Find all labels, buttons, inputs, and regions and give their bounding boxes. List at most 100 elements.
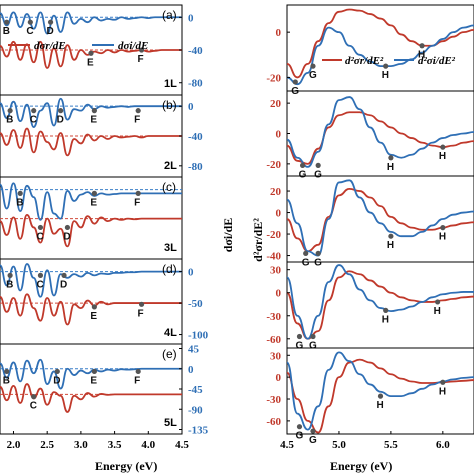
marker-dot [31, 108, 37, 114]
marker-label: C [36, 279, 43, 290]
x-tick-label: 4.5 [175, 439, 189, 451]
marker-label: B [3, 26, 10, 37]
marker-label: G [302, 257, 310, 268]
panels: B C D E F (a) 1L 0 -40 -80 B C D E F (b) 2L 0 -40 -80 B C D E F (… [0, 4, 474, 451]
y-tick-label: -60 [266, 334, 281, 346]
marker-dot [383, 307, 389, 313]
marker-dot [135, 368, 141, 375]
marker-dot [47, 19, 54, 25]
series-line-blue [0, 97, 182, 128]
marker-label: B [3, 375, 10, 386]
y-tick-label: 20 [270, 186, 282, 198]
marker-dot [4, 368, 10, 375]
series-line-blue [286, 179, 474, 257]
x-tick-label: 6.0 [436, 439, 450, 451]
marker-dot [54, 368, 60, 375]
left-y-axis-label: dσi/dE [221, 218, 235, 253]
marker-label: D [63, 231, 70, 242]
marker-dot [4, 19, 10, 25]
marker-label: H [377, 400, 384, 411]
marker-label: E [90, 115, 97, 126]
marker-dot [292, 79, 298, 85]
y-tick-label: -40 [188, 45, 203, 57]
panel-3: B C D E F (d) 4L 0 -50 -100 [0, 258, 209, 345]
marker-dot [7, 108, 13, 114]
marker-dot [64, 224, 71, 231]
marker-dot [440, 225, 446, 231]
y-tick-label: 0 [188, 364, 194, 376]
marker-dot [377, 393, 384, 399]
panel-letter: (c) [162, 180, 176, 194]
series-line-red [0, 383, 182, 413]
series-line-red [286, 8, 474, 79]
marker-dot [88, 50, 94, 56]
series-line-red [0, 213, 182, 248]
x-tick-label: 5.5 [384, 439, 398, 451]
layer-label: 5L [164, 417, 177, 429]
marker-dot [419, 43, 425, 49]
series-line-blue [0, 358, 182, 390]
y-tick-label: 30 [270, 265, 282, 277]
marker-label: C [36, 231, 43, 242]
y-tick-label: -40 [266, 251, 281, 263]
marker-dot [91, 108, 97, 114]
marker-label: E [90, 197, 97, 208]
marker-dot [315, 250, 321, 256]
marker-dot [135, 190, 141, 196]
marker-dot [388, 155, 394, 161]
x-tick-label: 3.0 [74, 439, 88, 451]
right-x-axis-label: Energy (eV) [330, 459, 392, 473]
marker-label: C [26, 26, 33, 37]
marker-label: E [90, 375, 97, 386]
series-line-blue [0, 263, 182, 298]
y-tick-label: -20 [266, 159, 281, 171]
panel-letter: (b) [162, 98, 177, 112]
y-tick-label: -135 [188, 425, 209, 437]
panel-5: GG HH0-20 [266, 4, 474, 97]
panel-letter: (a) [162, 8, 177, 22]
x-tick-label: 2.5 [40, 439, 54, 451]
y-tick-label: -100 [188, 330, 209, 342]
y-tick-label: 30 [270, 350, 282, 362]
layer-label: 2L [164, 160, 177, 172]
marker-label: H [382, 70, 389, 81]
marker-dot [58, 108, 64, 114]
y-tick-label: 0 [276, 208, 282, 220]
y-tick-label: 0 [188, 12, 194, 24]
marker-label: H [434, 306, 441, 317]
marker-label: D [53, 375, 60, 386]
y-tick-label: -80 [188, 78, 203, 90]
left-x-axis-label: Energy (eV) [95, 459, 157, 473]
panel-4: B C D E F (e) 5L 45 0 -45 -90 -135 2.0 2.5 3.0 3.5 4.0 4.… [0, 343, 209, 451]
marker-dot [17, 190, 23, 196]
marker-dot [135, 108, 141, 114]
series-line-red [286, 270, 474, 340]
marker-label: B [6, 115, 13, 126]
marker-dot [383, 63, 389, 69]
panel-frame [286, 90, 474, 177]
y-tick-label: -60 [266, 416, 281, 428]
series-line-red [0, 293, 182, 326]
marker-dot [7, 272, 13, 278]
y-tick-label: 0 [188, 101, 194, 113]
marker-dot [296, 424, 303, 430]
marker-label: F [138, 308, 144, 319]
y-tick-label: -30 [266, 394, 281, 406]
marker-dot [310, 428, 316, 434]
legend-right-i: d²σi/dE² [418, 55, 456, 67]
marker-label: D [57, 115, 64, 126]
x-tick-label: 3.5 [108, 439, 122, 451]
marker-label: C [30, 115, 37, 126]
panel-8: G G H H 30 0 -30 -60 [266, 261, 474, 351]
marker-label: D [47, 26, 54, 37]
marker-dot [299, 162, 306, 168]
legend-left-r: dσr/dE [34, 40, 66, 52]
y-tick-label: -90 [188, 404, 203, 416]
y-tick-label: -20 [266, 229, 281, 241]
marker-dot [296, 333, 303, 340]
marker-label: H [439, 386, 446, 397]
layer-label: 1L [164, 78, 177, 90]
panel-9: G G H H 30 0 -30 -60 4.5 5.0 5.5 6.0 [266, 347, 474, 451]
y-tick-label: -45 [188, 384, 203, 396]
